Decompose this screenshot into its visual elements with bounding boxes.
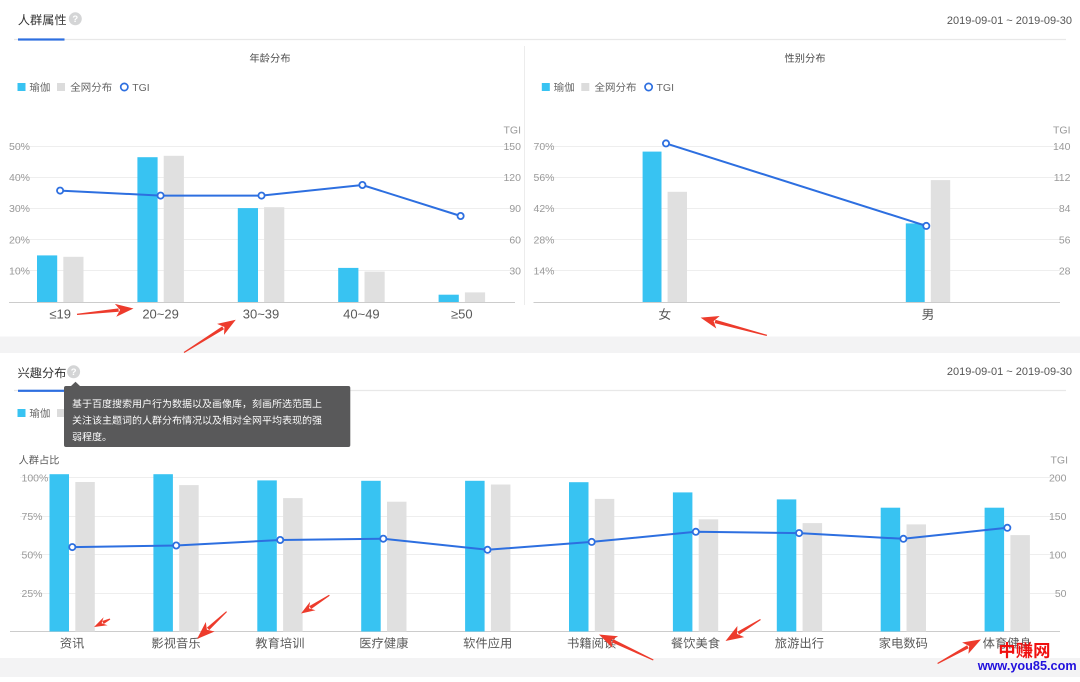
svg-text:?: ?: [72, 14, 78, 25]
svg-text:60: 60: [509, 234, 521, 246]
svg-text:56%: 56%: [534, 172, 555, 184]
svg-text:2019-09-01 ~ 2019-09-30: 2019-09-01 ~ 2019-09-30: [947, 366, 1072, 378]
svg-text:140: 140: [1053, 141, 1071, 153]
svg-text:40~49: 40~49: [343, 307, 380, 322]
svg-text:120: 120: [503, 172, 521, 184]
svg-text:25%: 25%: [22, 588, 43, 600]
svg-text:50%: 50%: [22, 549, 43, 561]
svg-text:14%: 14%: [534, 266, 555, 278]
svg-text:150: 150: [1049, 511, 1067, 523]
svg-text:TGI: TGI: [504, 124, 522, 136]
svg-text:112: 112: [1054, 172, 1071, 184]
svg-text:30%: 30%: [9, 203, 30, 215]
svg-text:www.you85.com: www.you85.com: [977, 659, 1077, 673]
svg-text:28: 28: [1059, 266, 1071, 278]
svg-text:200: 200: [1049, 472, 1067, 484]
svg-text:10%: 10%: [9, 266, 30, 278]
svg-text:TGI: TGI: [657, 82, 675, 94]
svg-text:40%: 40%: [9, 172, 30, 184]
svg-text:42%: 42%: [534, 203, 555, 215]
svg-text:20%: 20%: [9, 234, 30, 246]
svg-text:75%: 75%: [22, 511, 43, 523]
svg-text:TGI: TGI: [1053, 124, 1071, 136]
svg-text:50%: 50%: [9, 141, 30, 153]
svg-text:≥50: ≥50: [451, 307, 473, 322]
svg-text:TGI: TGI: [1051, 454, 1069, 466]
svg-text:100%: 100%: [22, 472, 49, 484]
svg-text:2019-09-01 ~ 2019-09-30: 2019-09-01 ~ 2019-09-30: [947, 15, 1072, 27]
svg-text:90: 90: [509, 203, 521, 215]
svg-text:?: ?: [71, 367, 77, 378]
svg-text:50: 50: [1055, 588, 1067, 600]
svg-text:30: 30: [509, 266, 521, 278]
svg-text:TGI: TGI: [132, 82, 150, 94]
svg-text:70%: 70%: [534, 141, 555, 153]
svg-text:30~39: 30~39: [243, 307, 280, 322]
svg-text:28%: 28%: [534, 234, 555, 246]
svg-text:20~29: 20~29: [142, 307, 179, 322]
svg-text:56: 56: [1059, 234, 1071, 246]
svg-text:84: 84: [1059, 203, 1071, 215]
svg-text:≤19: ≤19: [49, 307, 71, 322]
svg-text:100: 100: [1049, 549, 1067, 561]
svg-text:150: 150: [503, 141, 521, 153]
